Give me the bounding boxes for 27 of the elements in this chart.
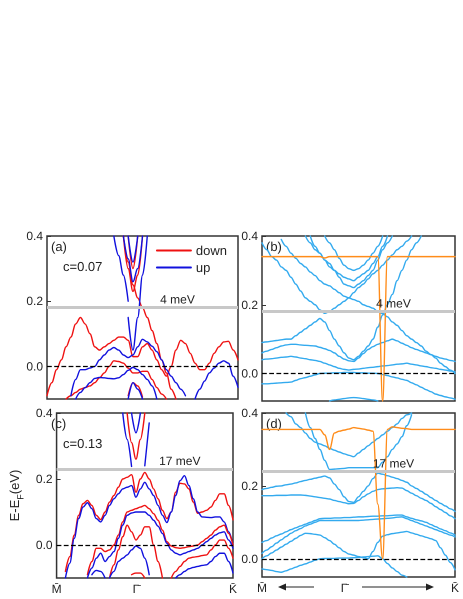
x-tick-label: Γ̄ bbox=[132, 582, 142, 596]
annotation: (d) bbox=[266, 416, 282, 431]
legend-label: up bbox=[196, 260, 210, 275]
x-tick-label: M̄ bbox=[257, 581, 267, 595]
y-tick-label: 0.2 bbox=[241, 298, 258, 312]
x-tick-label: K̄ bbox=[228, 582, 238, 596]
ref-line-label: 17 meV bbox=[159, 454, 200, 468]
y-tick-label: 0.4 bbox=[26, 229, 44, 243]
y-tick-label: 0.0 bbox=[36, 538, 53, 552]
x-tick-label: Γ̄ bbox=[340, 581, 350, 595]
y-axis-title: E-EF(eV) bbox=[7, 470, 26, 522]
y-tick-label: 0.4 bbox=[241, 406, 258, 420]
y-tick-label: 0.0 bbox=[26, 359, 44, 374]
annotation: c=0.07 bbox=[63, 259, 102, 274]
y-tick-label: 0.0 bbox=[241, 366, 258, 380]
y-tick-label: 0.2 bbox=[36, 472, 53, 486]
legend-label: down bbox=[196, 243, 227, 258]
x-tick-label: M̄ bbox=[52, 582, 62, 596]
y-tick-label: 0.4 bbox=[241, 229, 258, 243]
ref-line-label: 4 meV bbox=[160, 292, 195, 307]
x-tick-label: K̄ bbox=[450, 581, 460, 595]
y-tick-label: 0.2 bbox=[241, 478, 258, 493]
y-tick-label: 0.4 bbox=[36, 406, 53, 420]
annotation: c=0.13 bbox=[63, 436, 102, 451]
y-tick-label: 0.0 bbox=[241, 552, 258, 566]
y-tick-label: 0.2 bbox=[26, 294, 44, 308]
annotation: (a) bbox=[51, 239, 67, 254]
